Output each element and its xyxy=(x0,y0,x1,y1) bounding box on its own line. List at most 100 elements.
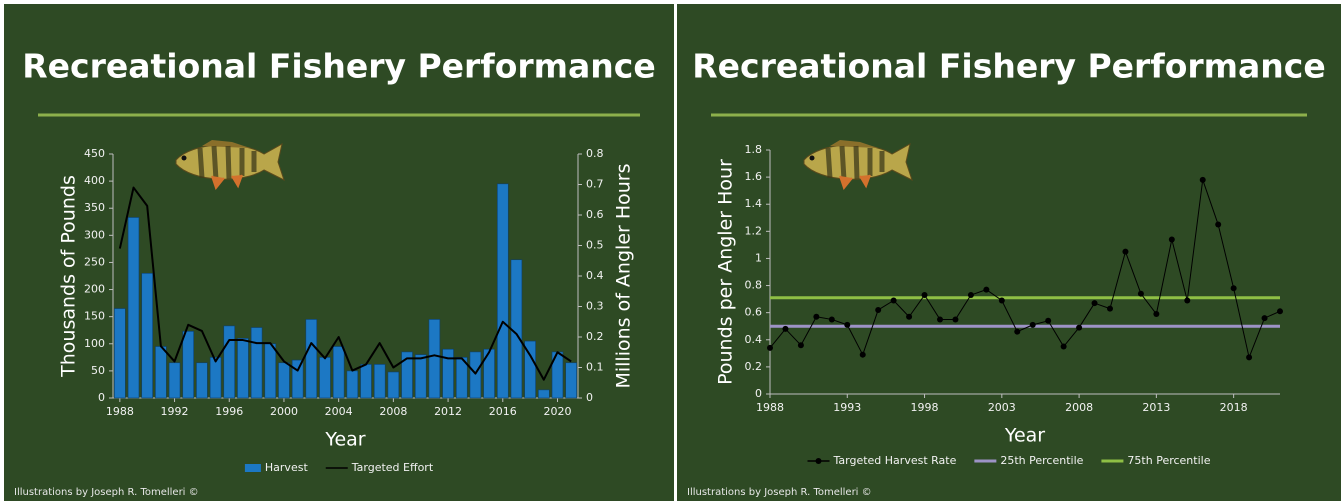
bar xyxy=(168,362,181,399)
credit: Illustrations by Joseph R. Tomelleri © xyxy=(14,487,199,498)
y-tick-label: 1.6 xyxy=(745,170,763,183)
x-tick-label: 1992 xyxy=(161,405,189,418)
legend-swatch xyxy=(244,464,261,472)
x-axis-label: Year xyxy=(324,429,365,451)
bar xyxy=(127,217,140,399)
y2-tick-label: 0.8 xyxy=(586,147,604,160)
bar xyxy=(319,357,331,399)
marker xyxy=(1122,248,1129,255)
x-tick-label: 1988 xyxy=(756,401,784,414)
marker xyxy=(1277,308,1283,315)
x-tick-label: 2012 xyxy=(434,405,462,418)
legend-label: Targeted Effort xyxy=(351,461,434,474)
bar xyxy=(141,272,153,399)
y2-tick-label: 0.4 xyxy=(586,269,604,282)
bar xyxy=(387,371,400,399)
x-tick-label: 1993 xyxy=(833,401,861,414)
marker xyxy=(1153,311,1160,318)
marker xyxy=(1184,297,1191,304)
bar xyxy=(250,327,263,399)
marker xyxy=(767,344,773,351)
y2-tick-label: 0.7 xyxy=(586,178,604,191)
y2-tick-label: 0.6 xyxy=(586,208,604,221)
y-tick-label: 100 xyxy=(84,337,105,350)
bar xyxy=(414,354,427,399)
y-tick-label: 0 xyxy=(98,391,105,404)
marker xyxy=(983,286,990,293)
bar xyxy=(182,331,194,399)
marker xyxy=(1060,343,1067,350)
bar xyxy=(469,351,482,399)
marker xyxy=(921,292,928,299)
y-axis-label: Thousands of Pounds xyxy=(58,175,80,378)
legend: Targeted Harvest Rate 25th Percentile 75th… xyxy=(807,454,1211,467)
bar xyxy=(278,362,290,399)
marker xyxy=(797,342,804,349)
legend-label: Harvest xyxy=(265,461,309,474)
bar xyxy=(291,359,304,399)
marker xyxy=(1137,290,1144,297)
x-tick-label: 2008 xyxy=(379,405,407,418)
bar xyxy=(155,346,167,399)
marker xyxy=(1091,300,1098,307)
bar xyxy=(373,364,386,399)
marker xyxy=(1045,317,1052,324)
legend-label: 25th Percentile xyxy=(1000,454,1083,467)
bar xyxy=(455,357,468,399)
line xyxy=(769,179,1281,358)
marker xyxy=(782,325,789,332)
fish-illustration xyxy=(175,140,285,191)
y-axis-label: Pounds per Angler Hour xyxy=(715,159,737,385)
marker xyxy=(1076,324,1083,331)
bar xyxy=(360,364,372,399)
y-tick-label: 1.2 xyxy=(745,224,763,237)
marker xyxy=(952,316,959,323)
marker xyxy=(1029,321,1036,328)
y-tick-label: 250 xyxy=(84,255,105,268)
bar xyxy=(565,362,577,399)
y-tick-label: 0.2 xyxy=(745,360,763,373)
bar xyxy=(114,308,126,399)
bar xyxy=(264,343,277,399)
bar xyxy=(442,348,454,399)
bar xyxy=(305,319,318,399)
y-tick-label: 350 xyxy=(84,201,105,214)
line xyxy=(118,186,572,381)
y-tick-label: 150 xyxy=(84,310,105,323)
marker xyxy=(1014,328,1021,335)
y-tick-label: 300 xyxy=(84,228,105,241)
marker xyxy=(890,297,897,304)
y-tick-label: 0.8 xyxy=(745,279,763,292)
bar xyxy=(196,362,208,399)
x-tick-label: 2000 xyxy=(270,405,298,418)
fish-illustration xyxy=(803,140,913,191)
bar xyxy=(510,259,523,399)
x-tick-label: 1998 xyxy=(911,401,939,414)
y-tick-label: 450 xyxy=(84,147,105,160)
marker xyxy=(967,292,974,299)
x-tick-label: 2004 xyxy=(325,405,353,418)
marker xyxy=(1215,221,1222,228)
y2-tick-label: 0.5 xyxy=(586,239,604,252)
bar xyxy=(483,348,495,399)
legend-marker xyxy=(815,458,822,464)
slide-left xyxy=(4,4,674,501)
bar xyxy=(332,346,345,399)
y-tick-label: 50 xyxy=(91,364,105,377)
x-axis-label: Year xyxy=(1004,425,1045,447)
y-tick-label: 0.6 xyxy=(745,306,763,319)
marker xyxy=(844,321,851,328)
marker xyxy=(859,351,866,358)
marker xyxy=(875,306,882,313)
y-tick-label: 0 xyxy=(755,387,762,400)
legend-label: 75th Percentile xyxy=(1127,454,1210,467)
y-tick-label: 1.4 xyxy=(745,197,763,210)
y2-tick-label: 0.2 xyxy=(586,330,604,343)
marker xyxy=(937,316,943,323)
marker xyxy=(1246,354,1253,361)
y2-tick-label: 0.1 xyxy=(586,361,604,374)
bar xyxy=(401,351,413,399)
marker xyxy=(906,313,913,320)
bar xyxy=(223,325,236,399)
